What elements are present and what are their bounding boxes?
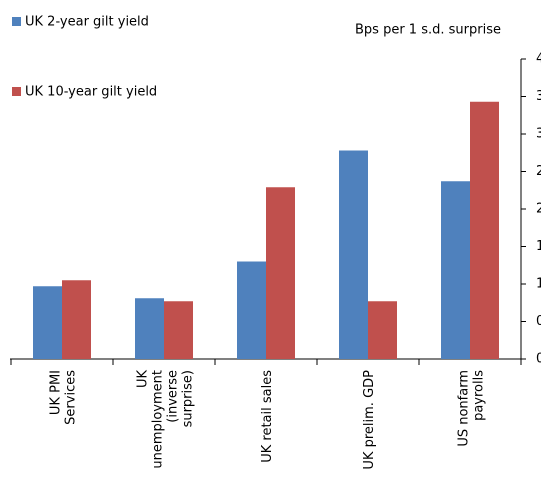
legend-label: UK 10-year gilt yield — [25, 85, 157, 100]
x-tick-label: UK prelim. GDP — [362, 370, 377, 470]
x-tick-label-line: payrolls — [472, 370, 487, 421]
bar — [237, 261, 266, 359]
x-tick-label-line: Services — [64, 370, 79, 425]
y-tick-label: 4 — [536, 52, 541, 67]
x-tick-label-line: US nonfarm — [457, 370, 472, 447]
x-tick-label-line: UK — [136, 370, 151, 389]
bar — [62, 280, 91, 359]
x-tick-label: UKunemployment(inversesurprise) — [136, 370, 196, 469]
y-tick-label: 3 — [536, 127, 541, 142]
bar — [266, 187, 295, 359]
x-tick-label-line: UK retail sales — [260, 370, 275, 463]
y-tick-label: 3.5 — [536, 89, 541, 104]
y-tick-label: 1 — [536, 277, 541, 292]
bar — [368, 301, 397, 359]
x-tick-label-line: (inverse — [166, 370, 181, 423]
bar — [339, 150, 368, 359]
bar — [441, 181, 470, 359]
bar — [33, 286, 62, 359]
x-tick-label-line: UK PMI — [49, 370, 64, 415]
bar — [164, 301, 193, 359]
y-tick-label: 2 — [536, 202, 541, 217]
x-tick-label: UK PMIServices — [49, 370, 79, 425]
x-tick-label-line: surprise) — [181, 370, 196, 427]
y-tick-label: 2.5 — [536, 164, 541, 179]
x-tick-label: UK retail sales — [260, 370, 275, 463]
y-tick-label: 0 — [536, 352, 541, 367]
bar — [470, 101, 499, 359]
bar — [135, 298, 164, 359]
x-tick-label: US nonfarmpayrolls — [457, 370, 487, 447]
axis-title: Bps per 1 s.d. surprise — [355, 23, 501, 38]
y-tick-label: 0.5 — [536, 314, 541, 329]
legend-swatch — [12, 17, 21, 26]
y-tick-label: 1.5 — [536, 239, 541, 254]
x-tick-label-line: UK prelim. GDP — [362, 370, 377, 470]
x-tick-label-line: unemployment — [151, 370, 166, 469]
legend-swatch — [12, 87, 21, 96]
legend-label: UK 2-year gilt yield — [25, 15, 149, 30]
